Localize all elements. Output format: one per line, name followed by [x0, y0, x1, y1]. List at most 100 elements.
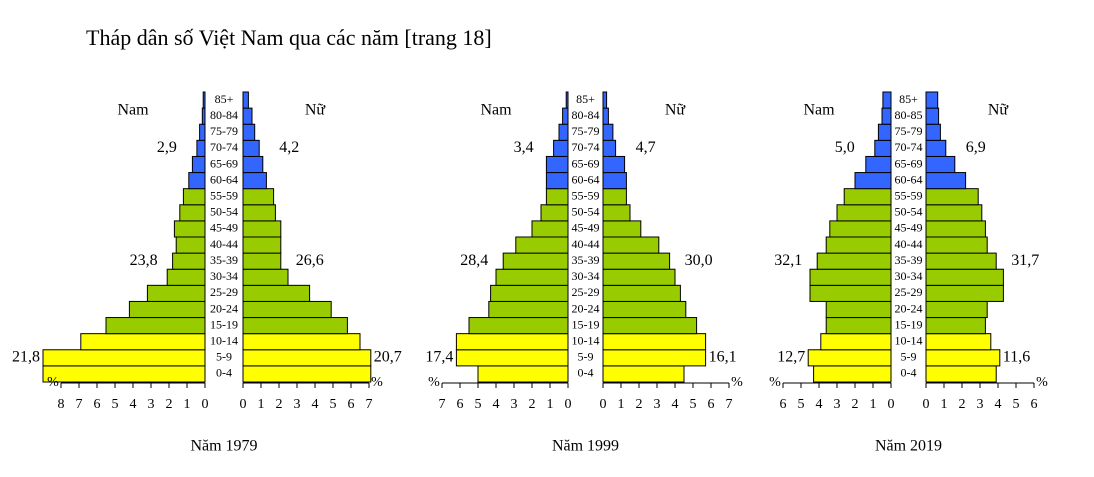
bar — [201, 107, 206, 125]
age-label: 0-4 — [216, 366, 232, 380]
bar — [146, 284, 206, 302]
bar — [602, 349, 707, 367]
age-label: 60-64 — [572, 172, 600, 186]
x-tick-label: 3 — [654, 397, 661, 412]
age-label: 60-64 — [895, 172, 923, 186]
bar — [874, 139, 892, 157]
bar — [468, 317, 569, 335]
bar — [42, 349, 206, 367]
bar — [558, 123, 569, 141]
x-tick-label: 2 — [959, 397, 966, 412]
bar — [602, 300, 687, 319]
bar — [242, 91, 249, 109]
x-tick-label: 3 — [294, 397, 301, 412]
bar — [495, 268, 569, 286]
bar — [242, 333, 361, 351]
bar — [242, 365, 372, 383]
age-label: 45-49 — [572, 221, 600, 235]
age-label: 15-19 — [895, 317, 923, 331]
age-label: 30-34 — [572, 269, 600, 283]
age-label: 50-54 — [895, 205, 923, 219]
group-total: 20,7 — [374, 349, 402, 366]
bar — [242, 172, 267, 190]
x-tick-label: 7 — [76, 397, 83, 412]
bar — [477, 365, 569, 383]
group-total: 4,2 — [279, 139, 299, 156]
age-label: 55-59 — [895, 188, 923, 202]
bar — [925, 268, 1004, 286]
x-tick-label: 6 — [348, 397, 355, 412]
bar — [602, 107, 609, 125]
age-label: 85+ — [899, 92, 918, 106]
axis-unit: % — [1036, 375, 1048, 390]
bar — [242, 268, 289, 286]
bar — [166, 268, 206, 286]
bar — [242, 155, 264, 174]
legend-label: Nữ — [665, 102, 687, 119]
age-label: 5-9 — [578, 350, 594, 364]
x-tick-label: 5 — [330, 397, 337, 412]
bar — [602, 365, 685, 383]
age-label: 35-39 — [210, 253, 238, 267]
age-label: 65-69 — [572, 156, 600, 170]
bar — [242, 139, 260, 157]
age-label: 25-29 — [210, 285, 238, 299]
legend-label: Nữ — [988, 102, 1010, 119]
bar — [925, 139, 947, 157]
bar — [925, 300, 988, 319]
age-label: 30-34 — [210, 269, 238, 283]
bar — [531, 220, 569, 238]
bar — [128, 300, 206, 319]
axis-unit: % — [371, 375, 383, 390]
bar — [925, 252, 997, 270]
axis-unit: % — [47, 375, 59, 390]
age-label: 40-44 — [210, 237, 238, 251]
bar — [545, 172, 569, 190]
x-tick-label: 4 — [312, 397, 319, 412]
bar — [843, 188, 892, 206]
age-label: 45-49 — [210, 221, 238, 235]
bar — [602, 220, 642, 238]
page-title: Tháp dân số Việt Nam qua các năm [trang … — [86, 25, 492, 50]
bar — [562, 107, 569, 125]
bar — [925, 188, 979, 206]
x-tick-label: 4 — [995, 397, 1002, 412]
age-label: 5-9 — [901, 350, 917, 364]
x-tick-label: 4 — [816, 397, 823, 412]
bar — [602, 204, 631, 222]
x-tick-label: 1 — [941, 397, 948, 412]
x-tick-label: 3 — [511, 397, 518, 412]
x-tick-label: 3 — [148, 397, 155, 412]
bar — [175, 236, 206, 254]
bar — [242, 317, 348, 335]
age-label: 75-79 — [210, 124, 238, 138]
bar — [602, 333, 707, 351]
bar — [191, 155, 206, 174]
bar — [602, 236, 660, 254]
age-label: 5-9 — [216, 350, 232, 364]
age-label: 40-44 — [572, 237, 600, 251]
age-label: 55-59 — [210, 188, 238, 202]
group-total: 21,8 — [12, 349, 40, 366]
group-total: 2,9 — [157, 139, 177, 156]
x-tick-label: 4 — [493, 397, 500, 412]
bar — [242, 188, 275, 206]
bar — [825, 236, 892, 254]
bar — [242, 123, 256, 141]
x-tick-label: 5 — [475, 397, 482, 412]
bar — [602, 188, 627, 206]
group-total: 6,9 — [966, 139, 986, 156]
age-label: 85+ — [215, 92, 234, 106]
age-label: 0-4 — [901, 366, 917, 380]
bar — [242, 236, 282, 254]
age-label: 70-74 — [572, 140, 600, 154]
axis-unit: % — [769, 375, 781, 390]
group-total: 12,7 — [777, 349, 805, 366]
age-label: 65-69 — [895, 156, 923, 170]
bar — [809, 284, 892, 302]
bar — [825, 317, 892, 335]
x-tick-label: 5 — [112, 397, 119, 412]
chart-caption: Năm 1999 — [552, 438, 619, 455]
bar — [199, 123, 206, 141]
x-tick-label: 8 — [58, 397, 65, 412]
